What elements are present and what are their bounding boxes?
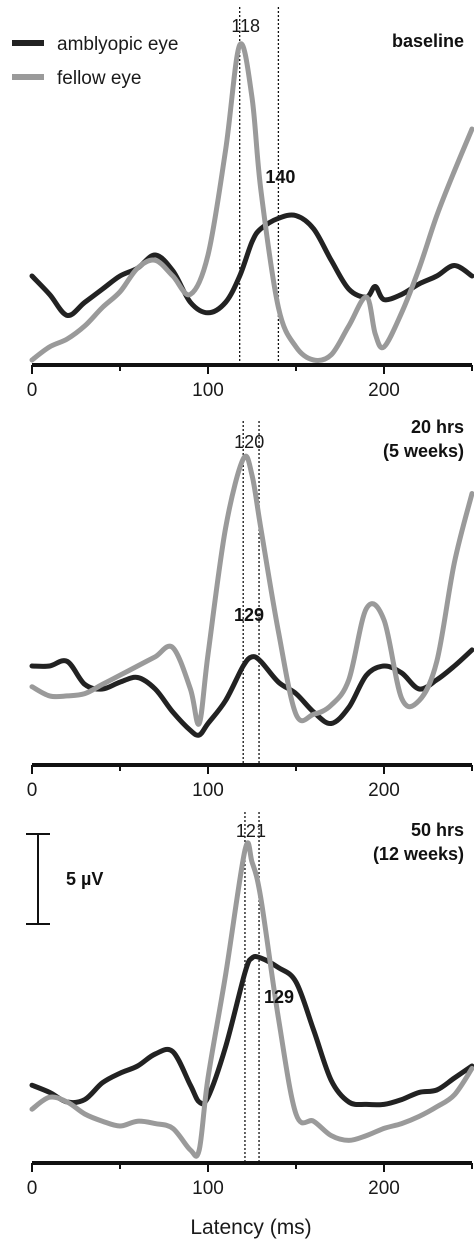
x-tick-label: 0	[27, 1178, 38, 1199]
x-tick-label: 200	[368, 1178, 400, 1199]
fellow-eye-trace	[29, 41, 474, 364]
scale-bar: 5 µV	[26, 833, 103, 925]
x-tick-label: 100	[192, 780, 224, 801]
fellow-peak-label: 121	[236, 821, 266, 841]
x-tick-label: 200	[368, 780, 400, 801]
fellow-peak-label: 120	[234, 432, 264, 452]
amblyopic-eye-trace	[29, 212, 474, 318]
panel-2: 0 100 200 120 129 20 hrs (5 weeks)	[27, 417, 474, 801]
x-tick-label: 200	[368, 380, 400, 401]
amblyopic-peak-label: 129	[234, 605, 264, 625]
condition-label: 20 hrs	[411, 417, 464, 437]
panel-1: 0 100 200 118 140 baseline	[27, 7, 474, 401]
amblyopic-eye-trace	[29, 647, 474, 738]
x-tick-label: 100	[192, 1178, 224, 1199]
legend-label-amblyopic: amblyopic eye	[57, 34, 178, 55]
x-tick-label: 0	[27, 780, 38, 801]
fellow-eye-trace	[29, 453, 474, 727]
legend-label-fellow: fellow eye	[57, 68, 142, 89]
fellow-peak-label: 118	[231, 16, 260, 36]
x-axis-title: Latency (ms)	[190, 1216, 311, 1239]
legend: amblyopic eye fellow eye	[12, 34, 178, 89]
fellow-eye-trace	[29, 840, 474, 1159]
panels: 0 100 200 118 140 baseline 0 100 200 120 129 20 hrs…	[27, 7, 474, 1199]
amblyopic-peak-label: 129	[264, 987, 294, 1007]
condition-label: (12 weeks)	[373, 844, 464, 864]
condition-label: (5 weeks)	[383, 441, 464, 461]
amblyopic-eye-trace	[29, 954, 474, 1108]
amblyopic-peak-label: 140	[265, 167, 295, 187]
panel-3: 0 100 200 121 129 50 hrs (12 weeks)	[27, 812, 474, 1199]
condition-label: 50 hrs	[411, 820, 464, 840]
condition-label: baseline	[392, 31, 464, 51]
x-tick-label: 100	[192, 380, 224, 401]
scale-bar-label: 5 µV	[66, 869, 103, 889]
x-tick-label: 0	[27, 380, 38, 401]
